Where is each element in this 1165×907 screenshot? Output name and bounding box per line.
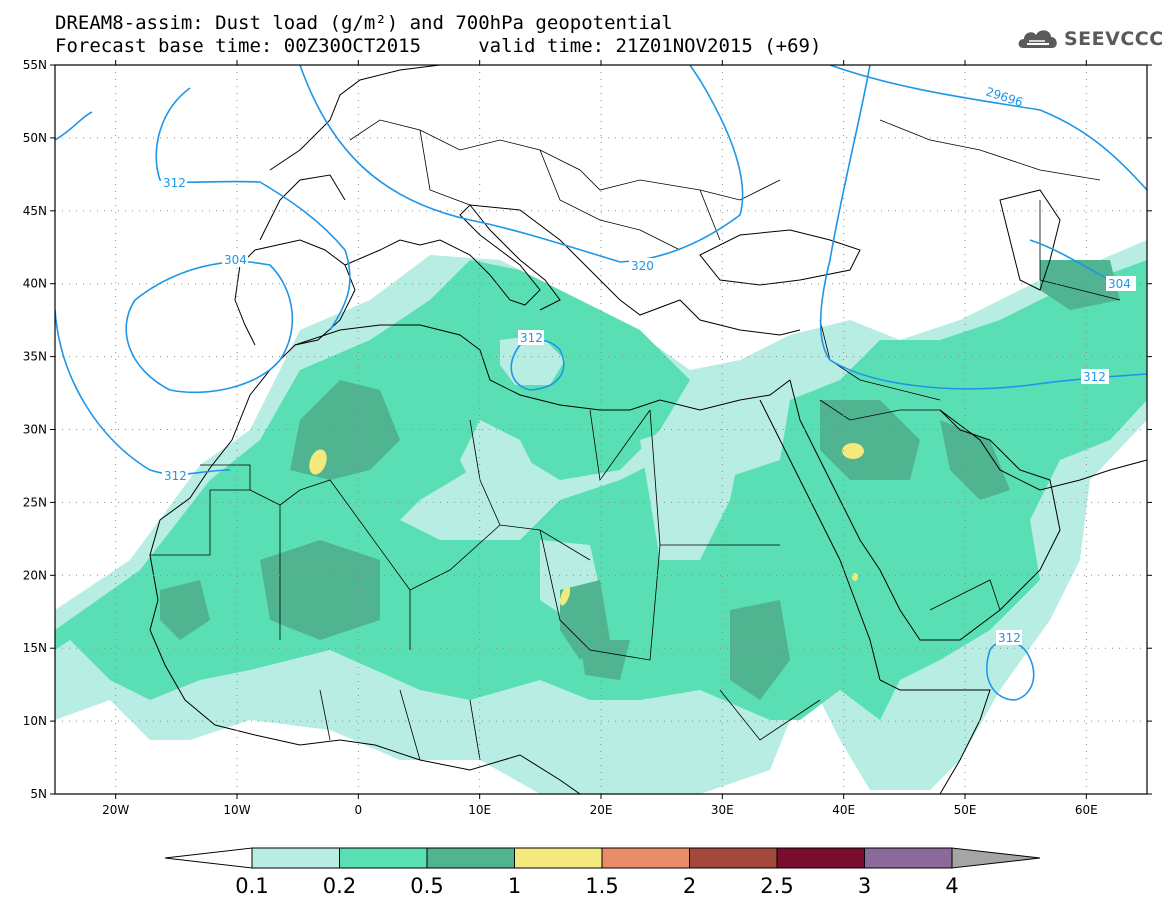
dust-pocket-light [500,335,565,385]
contour-label: 312 [1083,370,1106,384]
longitude-axis: 20W 10W 0 10E 20E 30E 40E 50E 60E [102,60,1098,817]
lon-tick-label: 10W [223,803,250,817]
contour-label: 29696 [984,85,1025,110]
logo-text: SEEVCCC [1064,28,1164,50]
contour-312-east [819,65,1147,390]
colorbar-label: 1.5 [585,874,618,898]
contour-312-west [155,87,351,331]
contour-label: 312 [998,631,1021,645]
contour-label: 320 [631,259,654,273]
lat-tick-label: 45N [23,204,47,218]
dust-layer-high [1040,260,1120,310]
lon-tick-label: 20E [590,803,613,817]
chart-title: DREAM8-assim: Dust load (g/m²) and 700hP… [55,12,673,34]
colorbar-segment [601,847,690,869]
lat-tick-label: 35N [23,350,47,364]
colorbar-label: 2.5 [760,874,793,898]
lat-tick-label: 50N [23,131,47,145]
lon-tick-label: 60E [1075,803,1098,817]
colorbar-segment [514,847,603,869]
dust-pocket-light [460,420,540,510]
gridlines [55,65,1147,794]
lat-tick-label: 5N [30,787,47,801]
colorbar-over-arrow [951,847,1041,869]
lon-tick-label: 40E [832,803,855,817]
colorbar-segment [689,847,778,869]
contour-labels: 304 312 29696 320 312 304 312 312 312 [161,85,1136,645]
lon-tick-label: 30E [711,803,734,817]
dust-pocket-light [640,420,740,560]
lat-tick-label: 40N [23,277,47,291]
dust-layer-high [940,420,1010,500]
coastlines [149,65,1147,794]
lon-tick-label: 0 [355,803,363,817]
dust-peak-area [852,573,858,581]
contour-label: 304 [1108,277,1131,291]
contour-label: 304 [224,253,247,267]
contour-304-low [125,261,294,394]
colorbar-label: 3 [858,874,871,898]
colorbar-segment [776,847,865,869]
colorbar-label: 4 [945,874,958,898]
colorbar-under-arrow [164,847,253,869]
contour-304-nw [55,111,93,141]
contour-304-east [1029,239,1111,281]
contour-320 [299,65,744,263]
dust-peak-area [842,443,864,459]
lat-tick-label: 20N [23,568,47,582]
colorbar-segment [339,847,428,869]
lat-tick-label: 30N [23,423,47,437]
colorbar-label: 2 [683,874,696,898]
contour-label: 312 [163,176,186,190]
colorbar-label: 0.1 [235,874,268,898]
lat-tick-label: 55N [23,58,47,72]
lon-tick-label: 20W [102,803,129,817]
cloud-logo-icon [1018,30,1057,48]
colorbar-segment [251,847,340,869]
dust-layer-high [820,400,920,480]
colorbar-label: 1 [508,874,521,898]
dust-layer-high [160,580,210,640]
dust-layer-high [580,640,630,680]
lon-tick-label: 10E [468,803,491,817]
lat-tick-label: 25N [23,495,47,509]
contour-312-sw [55,309,231,476]
geopotential-contours [55,65,1147,701]
lon-tick-label: 50E [954,803,977,817]
seevccc-logo: SEEVCCC [1015,26,1164,52]
contour-label: 312 [520,331,543,345]
dust-layer-high [730,600,790,700]
lat-tick-label: 15N [23,641,47,655]
contour-label: 312 [164,469,187,483]
colorbar-labels: 0.1 0.2 0.5 1 1.5 2 2.5 3 4 [235,874,958,898]
contour-29696 [829,65,1147,191]
colorbar-label: 0.5 [410,874,443,898]
colorbar-label: 0.2 [323,874,356,898]
dust-peak-area [559,586,571,606]
lat-tick-label: 10N [23,714,47,728]
colorbar-segment [426,847,515,869]
latitude-axis: 55N 50N 45N 40N 35N 30N 25N 20N 15N 10N 5N [23,58,1152,801]
colorbar-segment [864,847,953,869]
colorbar [164,847,1041,869]
forecast-time-subtitle: Forecast base time: 00Z30OCT2015 valid t… [55,35,822,57]
dust-layer-high [260,540,380,640]
country-borders [150,119,1121,761]
dust-peak-area [309,449,327,475]
